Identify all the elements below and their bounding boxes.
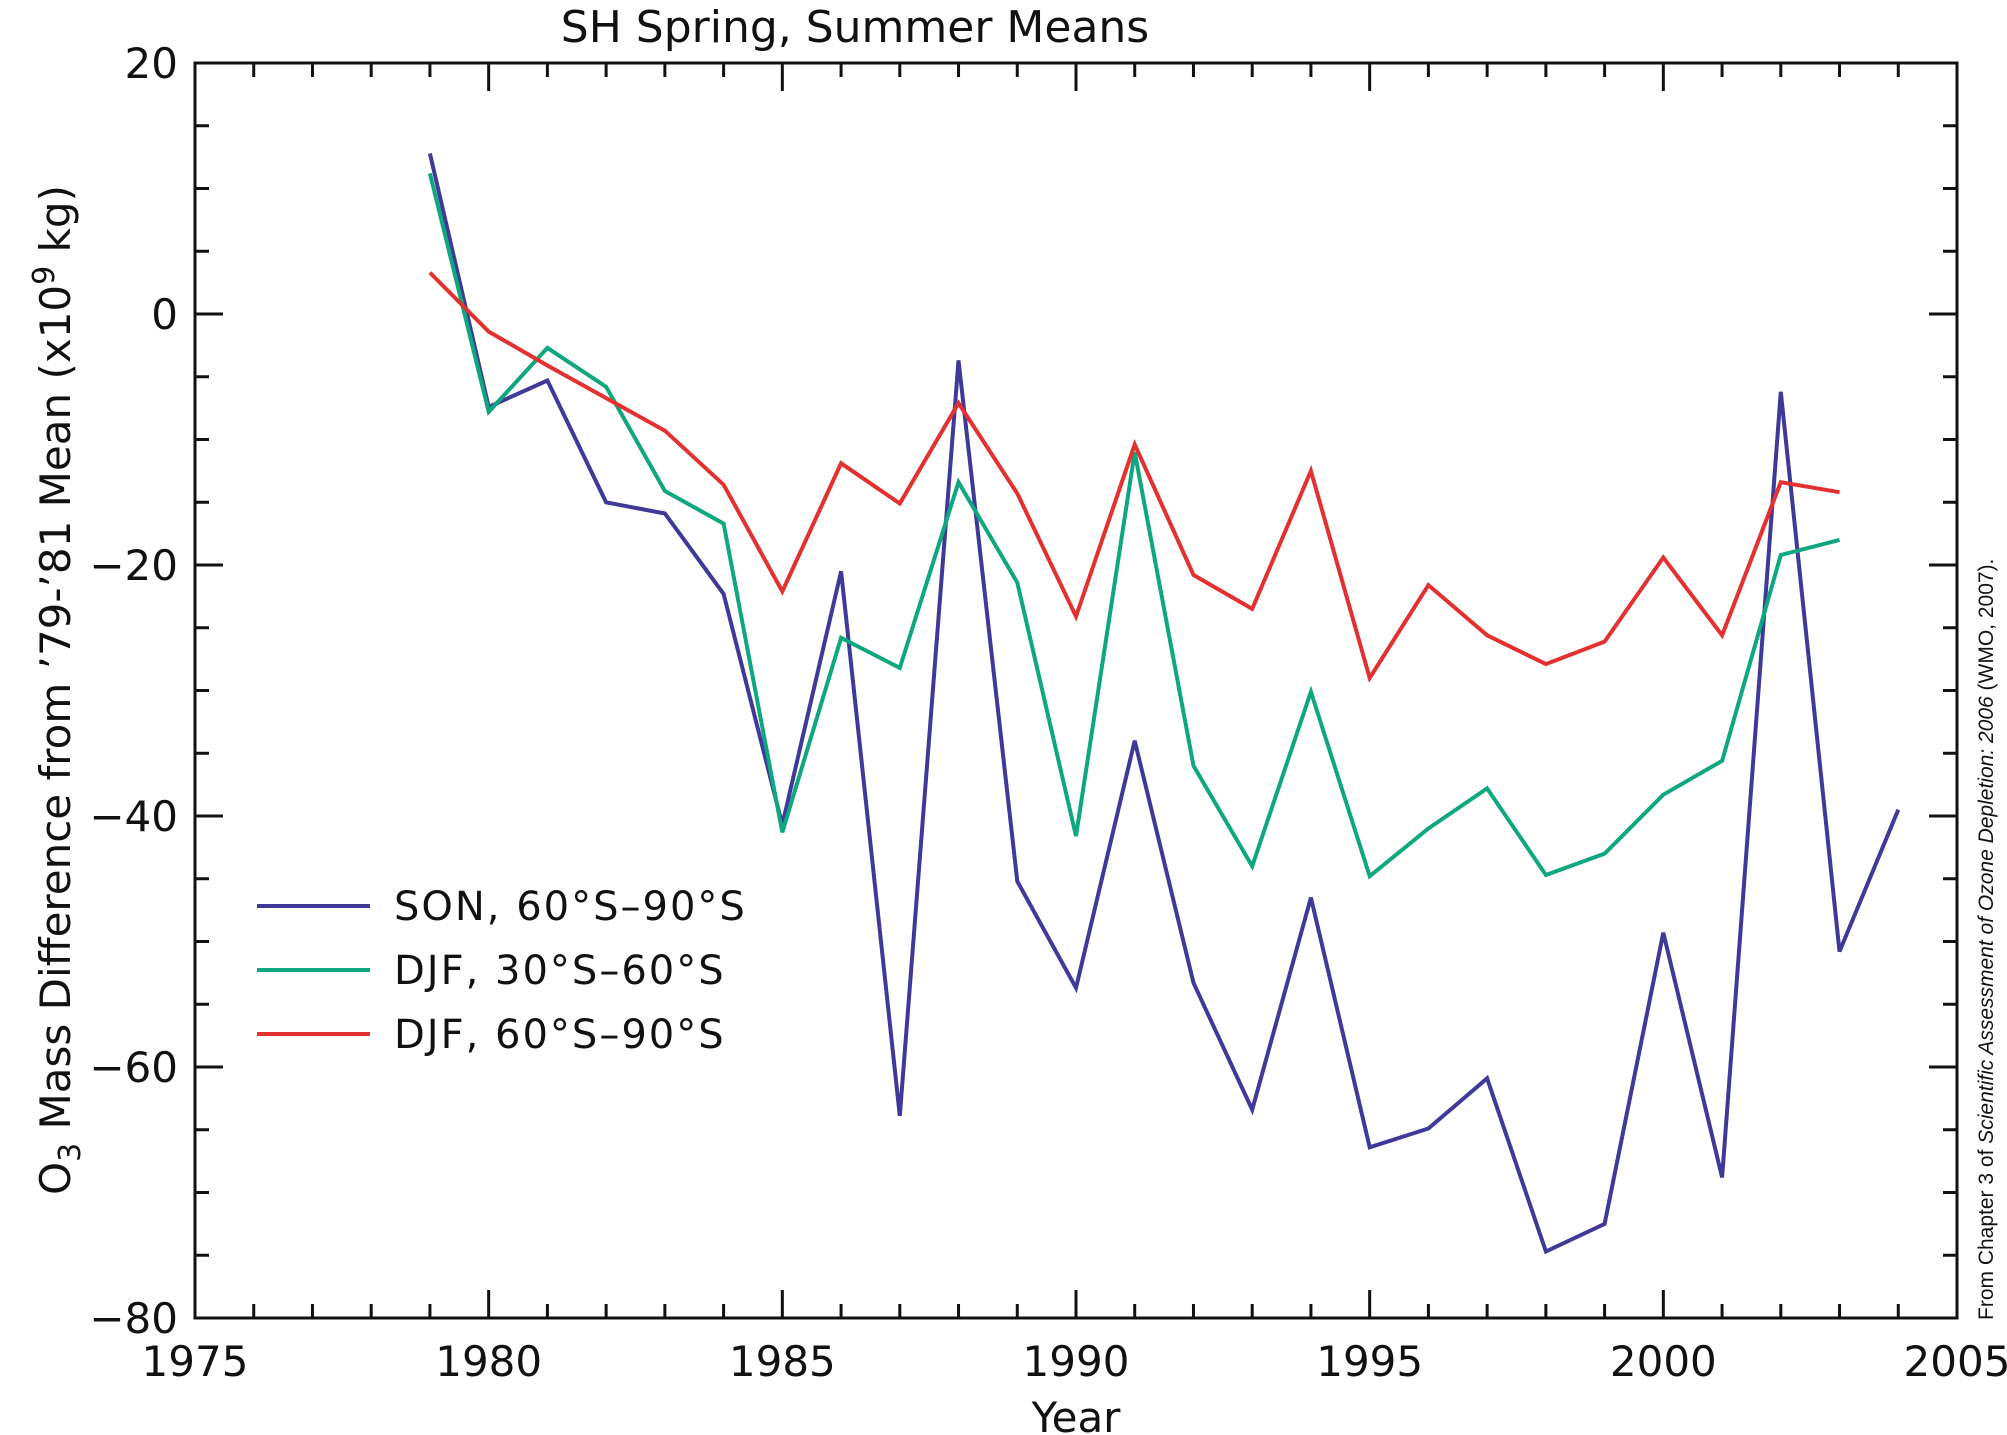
y-axis-label-main: Mass Difference from ’79-’81 Mean (x10 bbox=[31, 285, 80, 1143]
x-tick-label: 2005 bbox=[1904, 1337, 2007, 1386]
legend: SON, 60°S–90°S DJF, 30°S–60°S DJF, 60°S–90… bbox=[257, 884, 747, 1058]
x-tick-label: 1985 bbox=[729, 1337, 836, 1386]
source-credit-italic: Scientific Assessment of Ozone Depletion… bbox=[1975, 696, 1998, 1144]
x-tick-label: 1990 bbox=[1023, 1337, 1130, 1386]
y-tick-labels: −80 −60 −40 −20 0 20 bbox=[89, 39, 178, 1343]
legend-label: DJF, 60°S–90°S bbox=[394, 1012, 726, 1058]
series-line-3 bbox=[428, 271, 1840, 683]
y-tick-label: 0 bbox=[151, 290, 178, 339]
legend-label: SON, 60°S–90°S bbox=[394, 884, 747, 930]
series-lines bbox=[427, 152, 1901, 1255]
x-tick-label: 1995 bbox=[1316, 1337, 1423, 1386]
y-axis-label-prefix: O bbox=[31, 1162, 80, 1195]
x-tick-labels: 1975 1980 1985 1990 1995 2000 2005 bbox=[142, 1337, 2007, 1386]
series-line-2 bbox=[427, 172, 1840, 880]
chart-title: SH Spring, Summer Means bbox=[561, 2, 1149, 53]
y-tick-label: −80 bbox=[89, 1294, 178, 1343]
axis-ticks bbox=[193, 61, 1959, 1320]
y-axis-label-suffix: kg) bbox=[31, 185, 80, 266]
y-axis-label-subscript: 3 bbox=[53, 1143, 88, 1162]
y-axis-label-superscript: 9 bbox=[27, 266, 62, 285]
source-credit-suffix: (WMO, 2007). bbox=[1975, 559, 1998, 697]
y-axis-label: O3 Mass Difference from ’79-’81 Mean (x1… bbox=[27, 185, 88, 1195]
y-tick-label: −60 bbox=[89, 1043, 178, 1092]
y-tick-label: 20 bbox=[125, 39, 178, 88]
x-tick-label: 1980 bbox=[435, 1337, 542, 1386]
x-tick-label: 2000 bbox=[1610, 1337, 1717, 1386]
source-credit: From Chapter 3 of Scientific Assessment … bbox=[1975, 559, 1998, 1320]
x-axis-label: Year bbox=[1031, 1393, 1122, 1435]
legend-label: DJF, 30°S–60°S bbox=[394, 948, 726, 994]
y-tick-label: −40 bbox=[89, 792, 178, 841]
y-tick-label: −20 bbox=[89, 541, 178, 590]
source-credit-prefix: From Chapter 3 of bbox=[1975, 1144, 1998, 1320]
series-line-1 bbox=[427, 152, 1901, 1255]
plot-frame bbox=[193, 61, 1959, 1320]
x-tick-label: 1975 bbox=[142, 1337, 249, 1386]
